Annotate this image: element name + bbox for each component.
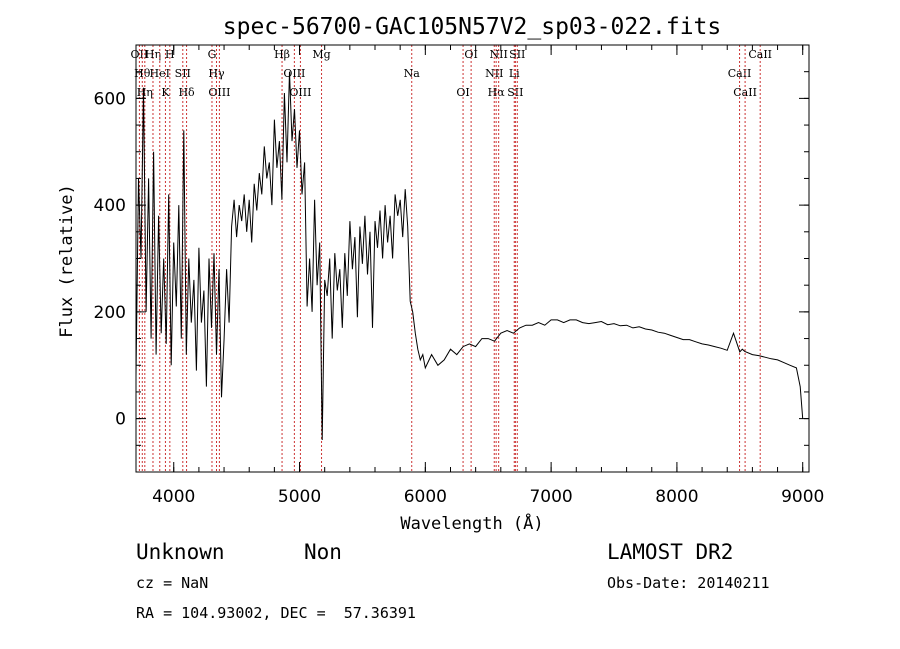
- spectral-line-label: OII: [131, 48, 149, 61]
- subclass-label: Non: [304, 540, 342, 564]
- ra-dec-text: RA = 104.93002, DEC = 57.36391: [136, 604, 416, 622]
- spectral-line-label: NII: [485, 67, 503, 80]
- spectral-line-label: OI: [464, 48, 477, 61]
- spectral-line-label: HeI: [150, 67, 170, 80]
- spectral-line-label: OIII: [283, 67, 305, 80]
- spectral-line-markers: OIIHθHηHηHeIKHSIIHδGHγOIIIHβOIIIOIIIMgNa…: [131, 45, 772, 472]
- obs-date-text: Obs-Date: 20140211: [607, 574, 770, 592]
- spectral-line-label: G: [208, 48, 217, 61]
- spectrum-series: [135, 71, 804, 441]
- chart-title: spec-56700-GAC105N57V2_sp03-022.fits: [223, 14, 722, 40]
- x-tick-label: 7000: [529, 487, 572, 507]
- y-tick-label: 400: [94, 196, 126, 216]
- x-tick-label: 8000: [655, 487, 698, 507]
- spectral-line-label: Na: [404, 67, 421, 80]
- x-axis-label: Wavelength (Å): [400, 512, 543, 534]
- spectral-line-label: SII: [507, 86, 523, 99]
- spectral-line-label: Hθ: [134, 67, 151, 80]
- spectral-line-label: Hα: [488, 86, 506, 99]
- spectral-line-label: Hη: [137, 86, 153, 99]
- spectral-line-label: NII: [490, 48, 508, 61]
- spectral-line-label: Mg: [312, 48, 330, 61]
- spectral-line-label: Hη: [145, 48, 161, 61]
- spectral-line-label: OIII: [208, 86, 230, 99]
- x-tick-label: 4000: [152, 487, 195, 507]
- x-tick-label: 9000: [781, 487, 824, 507]
- spectral-line-label: OIII: [289, 86, 311, 99]
- plot-frame: [135, 44, 810, 473]
- spectral-line-label: SII: [175, 67, 191, 80]
- x-tick-label: 5000: [278, 487, 321, 507]
- spectral-line-label: Li: [509, 67, 520, 80]
- spectral-line-label: K: [161, 86, 170, 99]
- spectral-line-label: OI: [456, 86, 469, 99]
- spectral-line-label: H: [165, 48, 175, 61]
- axis-ticks: 4000 5000 6000 7000 8000 9000 0 200 400 600: [94, 44, 824, 507]
- spectral-line-label: CaII: [728, 67, 752, 80]
- y-tick-label: 0: [115, 410, 126, 430]
- spectrum-line: [135, 71, 804, 441]
- y-tick-label: 600: [94, 89, 126, 109]
- spectral-line-label: Hβ: [274, 48, 290, 61]
- spectral-line-label: Hδ: [178, 86, 195, 99]
- class-label: Unknown: [136, 540, 225, 564]
- spectral-line-label: CaII: [748, 48, 772, 61]
- cz-text: cz = NaN: [136, 574, 209, 592]
- x-tick-label: 6000: [404, 487, 447, 507]
- y-axis-label: Flux (relative): [57, 184, 77, 338]
- y-tick-label: 200: [94, 303, 126, 323]
- survey-label: LAMOST DR2: [607, 540, 734, 564]
- spectral-line-label: CaII: [733, 86, 757, 99]
- spectral-line-label: SII: [509, 48, 525, 61]
- spectral-line-label: Hγ: [208, 67, 225, 80]
